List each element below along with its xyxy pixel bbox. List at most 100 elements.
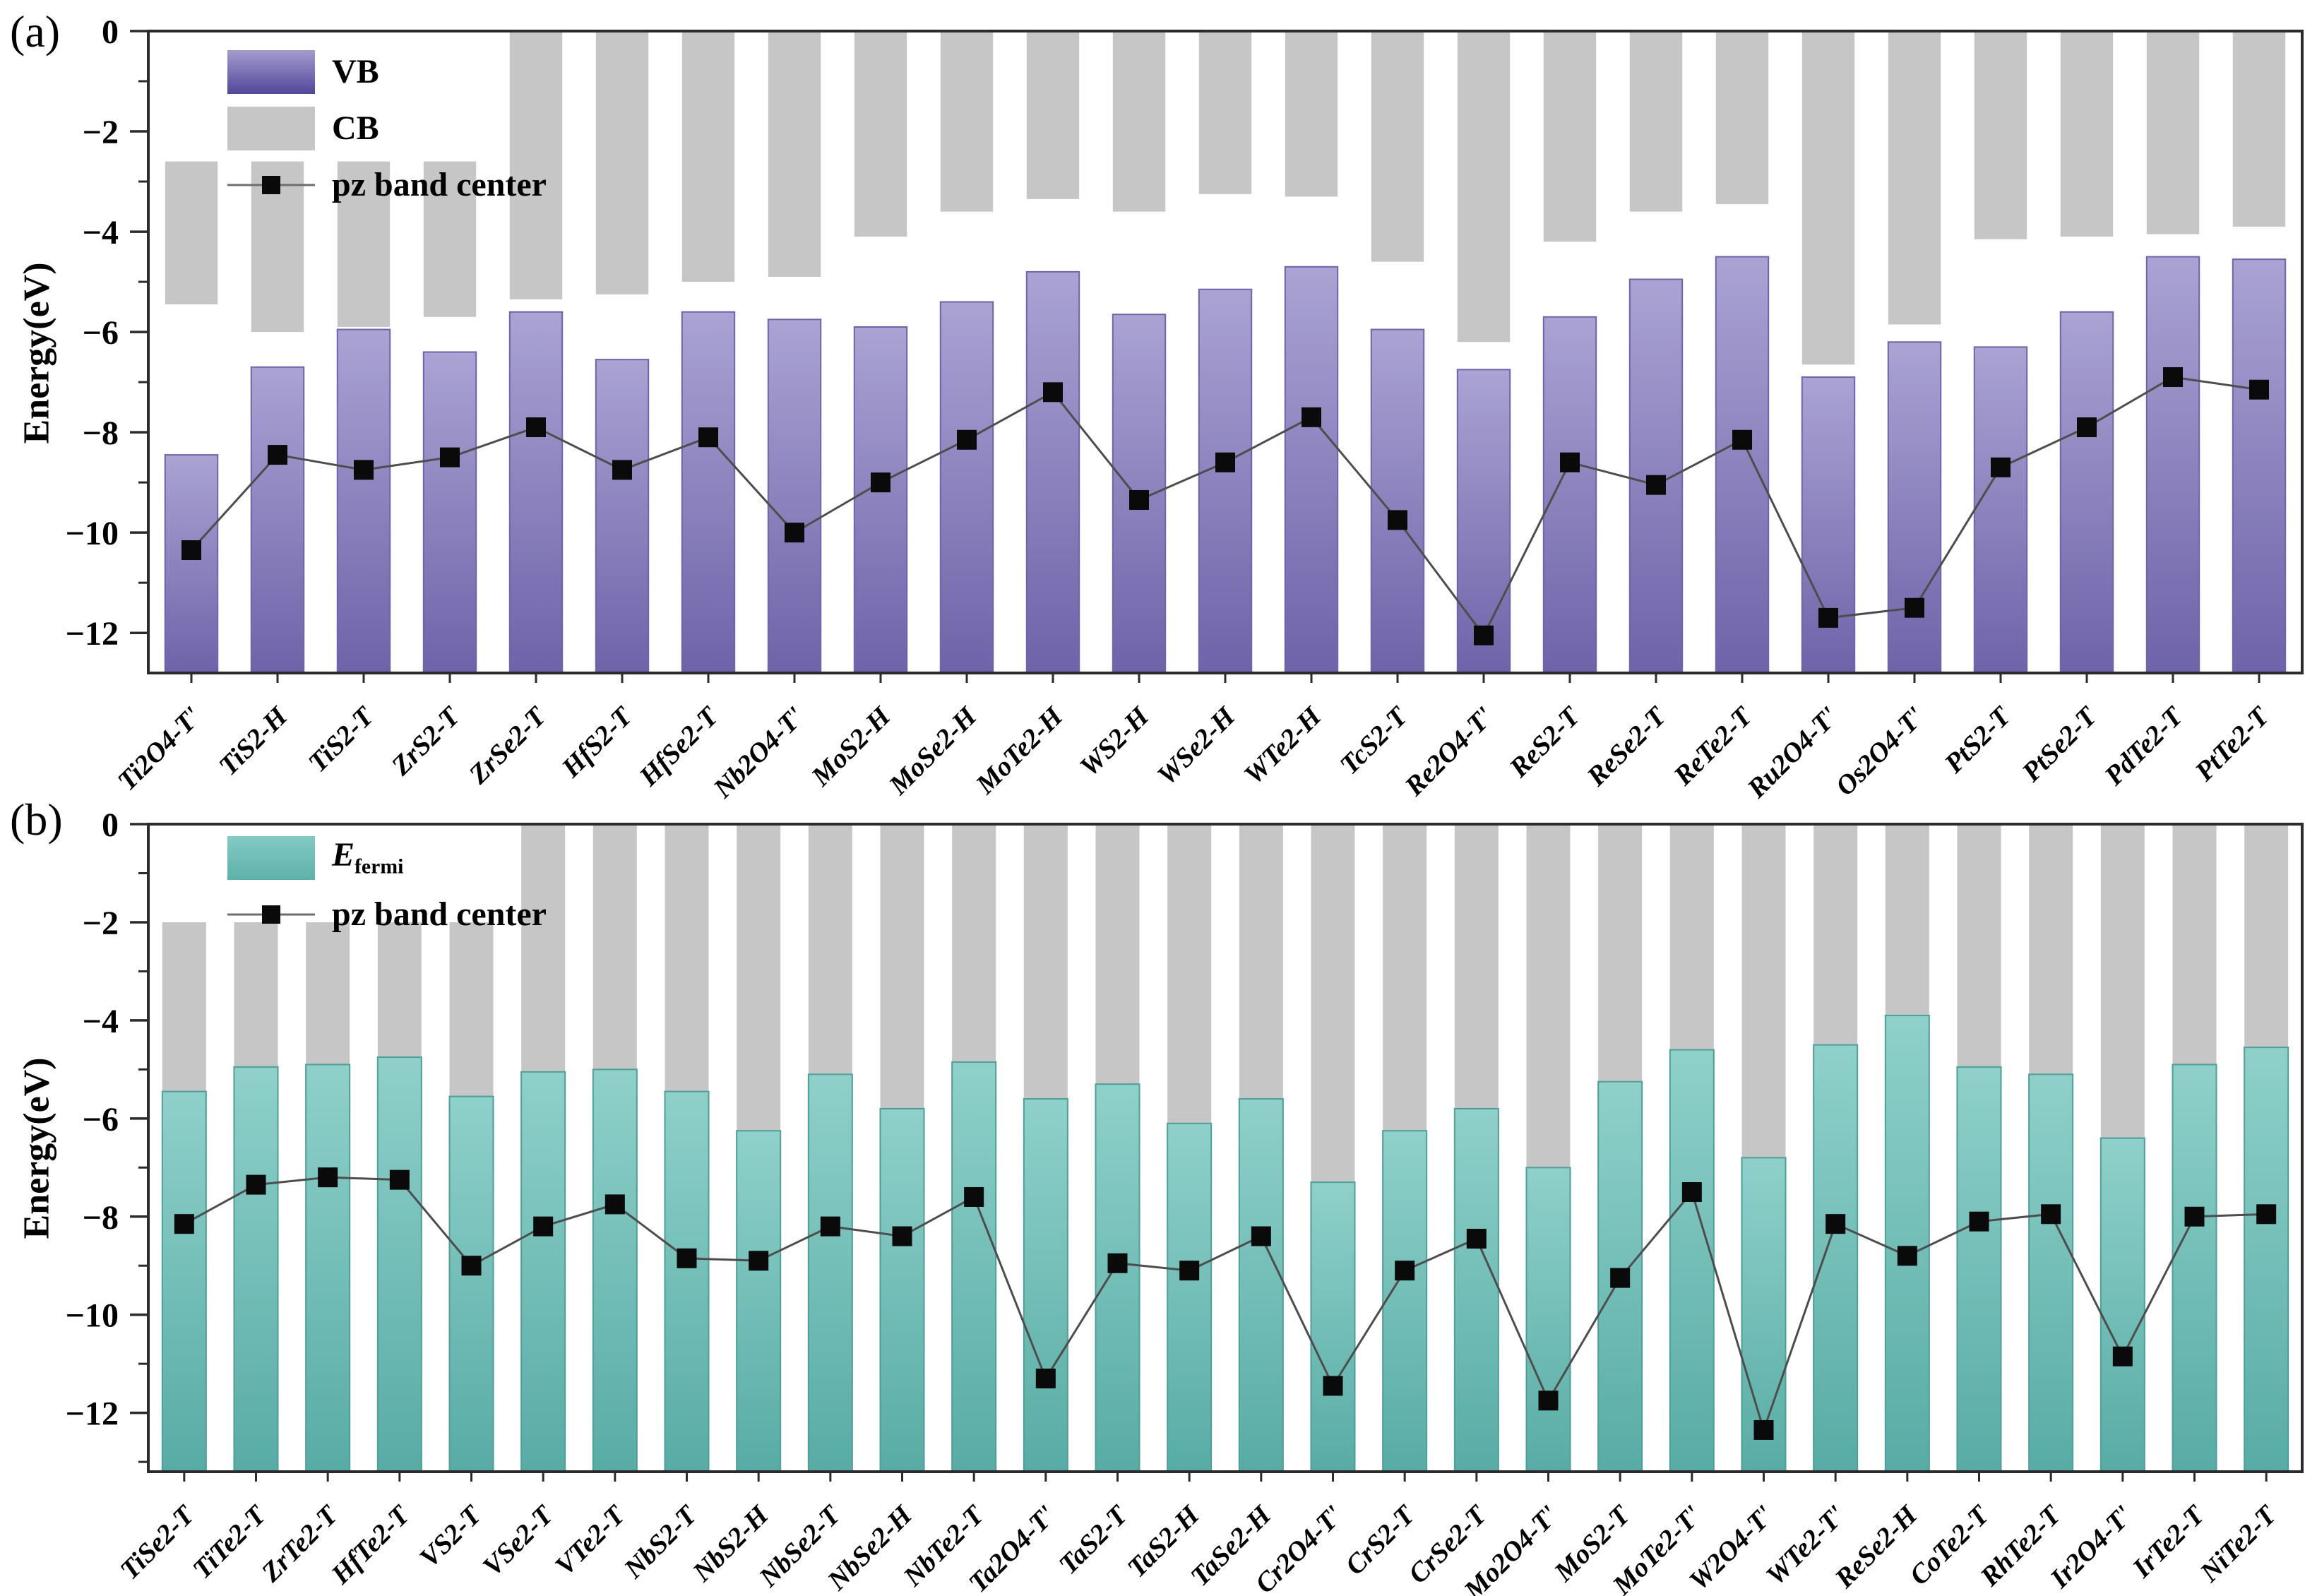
cb-bar: [306, 922, 350, 1065]
cb-bar: [162, 922, 206, 1092]
pz-marker: [1732, 429, 1752, 450]
pz-marker: [1215, 452, 1235, 472]
fermi-bar: [1382, 1130, 1428, 1472]
x-category-label: VTe2-T: [549, 1499, 632, 1581]
vb-bar: [1456, 369, 1511, 674]
pz-marker: [2112, 1346, 2133, 1366]
legend-item-vb: VB: [227, 49, 547, 95]
y-tick-label: −8: [83, 415, 119, 452]
panel-b-letter: (b): [10, 794, 63, 845]
vb-bar: [2232, 258, 2287, 674]
x-category-label: TaS2-T: [1053, 1499, 1134, 1580]
cb-bar: [1543, 31, 1597, 242]
fermi-bar: [1525, 1167, 1571, 1472]
panel-a-y-axis-title: Energy(eV): [16, 262, 57, 444]
cb-bar: [1598, 824, 1643, 1082]
y-tick-label: −10: [66, 1297, 119, 1335]
pz-marker: [785, 523, 804, 543]
pz-marker: [677, 1248, 697, 1268]
y-tick-label: −10: [66, 515, 119, 552]
vb-bar: [2059, 311, 2114, 674]
pz-marker: [1681, 1182, 1702, 1203]
fermi-bar: [592, 1068, 638, 1472]
fermi-bar: [2099, 1137, 2145, 1473]
vb-bar: [681, 311, 736, 674]
pz-marker: [698, 427, 718, 448]
fermi-bar: [1669, 1049, 1715, 1472]
panel-b-y-axis-title: Energy(eV): [16, 1057, 57, 1239]
y-tick-label: 0: [102, 806, 119, 844]
x-category-label: VSe2-T: [477, 1499, 560, 1582]
vb-bar: [508, 311, 564, 674]
pz-marker: [1991, 457, 2011, 477]
vb-bar: [1370, 328, 1425, 674]
panel-b-legend: Efermi pz band center: [227, 835, 547, 937]
fermi-bar: [161, 1090, 207, 1472]
pz-marker: [1251, 1226, 1271, 1246]
cb-bar: [1311, 824, 1355, 1183]
pz-marker: [1179, 1261, 1200, 1281]
plot-border: [147, 823, 2304, 1473]
pz-marker: [2249, 379, 2269, 400]
fermi-bar: [1956, 1066, 2002, 1472]
cb-bar: [1095, 824, 1140, 1085]
pz-marker: [181, 540, 201, 561]
x-category-label: NbS2-T: [618, 1499, 704, 1585]
pz-marker: [964, 1186, 984, 1207]
pz-marker: [612, 460, 632, 480]
x-category-label: VS2-T: [414, 1499, 488, 1573]
cb-bar: [1285, 31, 1338, 197]
vb-bar: [595, 359, 650, 674]
pz-marker: [749, 1251, 769, 1271]
pz-marker: [892, 1226, 912, 1246]
cb-bar: [854, 31, 907, 237]
pz-marker: [1905, 597, 1924, 618]
pz-marker: [354, 460, 374, 480]
pz-marker: [1388, 510, 1407, 530]
cb-bar: [681, 31, 735, 282]
cb-bar: [1112, 31, 1166, 212]
vb-bar: [2145, 256, 2200, 674]
fermi-bar: [736, 1130, 782, 1472]
cb-label: CB: [332, 109, 379, 147]
cb-bar: [737, 824, 781, 1131]
pz-marker: [1302, 407, 1321, 427]
pz-marker: [820, 1216, 840, 1237]
pz-marker: [1818, 607, 1838, 628]
fermi-bar: [376, 1056, 422, 1472]
fermi-bar: [1167, 1122, 1213, 1472]
pz-line-sample-icon: [227, 163, 315, 207]
cb-bar: [1741, 824, 1786, 1158]
pz-marker: [1043, 382, 1063, 403]
vb-bar: [853, 326, 908, 674]
cb-bar: [2146, 31, 2200, 234]
cb-bar: [880, 824, 924, 1109]
cb-swatch: [227, 107, 315, 150]
pz-marker: [461, 1256, 482, 1276]
fermi-bar: [1741, 1157, 1787, 1472]
legend-item-pz-b: pz band center: [227, 892, 547, 937]
pz-marker: [1825, 1214, 1846, 1234]
cb-bar: [423, 161, 477, 317]
fermi-bar: [1238, 1098, 1284, 1472]
cb-bar: [449, 922, 494, 1097]
vb-bar: [1284, 266, 1339, 674]
pz-marker: [1538, 1390, 1559, 1411]
y-tick-label: −12: [66, 615, 119, 653]
cb-bar: [1026, 31, 1080, 199]
vb-bar: [1198, 288, 1253, 674]
pz-marker: [1753, 1419, 1774, 1440]
cb-bar: [1371, 31, 1424, 262]
cb-bar: [1023, 824, 1068, 1100]
cb-bar: [2100, 824, 2145, 1138]
cb-bar: [234, 922, 278, 1067]
y-tick-label: −4: [83, 1003, 119, 1040]
legend-item-fermi: Efermi: [227, 835, 547, 881]
pz-marker: [1474, 625, 1494, 645]
cb-bar: [1198, 31, 1252, 194]
pz-marker: [1646, 475, 1666, 495]
cb-bar: [1239, 824, 1283, 1100]
fermi-bar: [448, 1095, 494, 1472]
